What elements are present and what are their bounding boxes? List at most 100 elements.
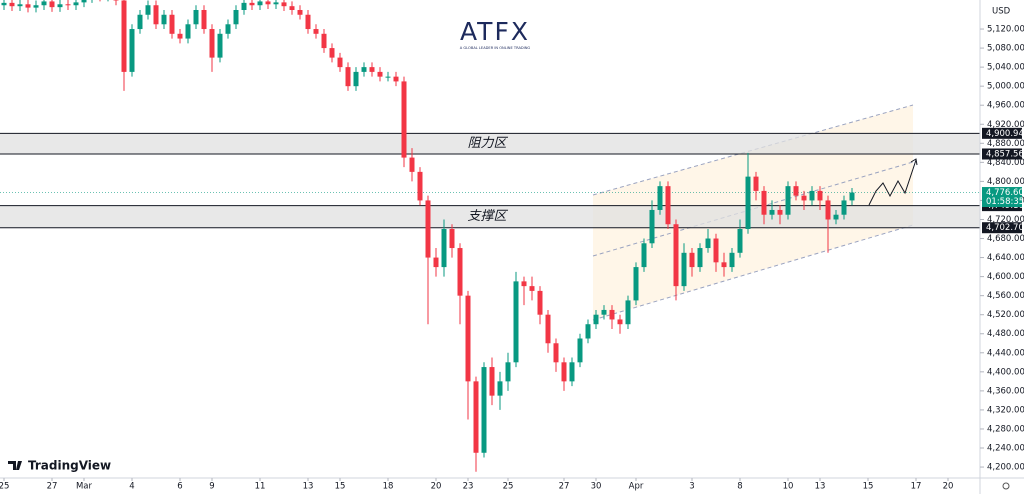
y-tick-label: 4,280.00 xyxy=(987,424,1024,434)
candle-body xyxy=(225,24,231,34)
y-tick-label: 4,600.00 xyxy=(987,272,1024,282)
candle-body xyxy=(9,2,15,7)
candle-body xyxy=(593,314,599,325)
candle-body xyxy=(41,1,47,6)
candle-body xyxy=(569,362,575,382)
zone-top-box xyxy=(982,127,1022,139)
candle-body xyxy=(337,57,343,68)
candle-body xyxy=(417,171,423,201)
candle-body xyxy=(585,324,591,339)
candle-body xyxy=(473,381,479,453)
zone xyxy=(0,205,980,228)
candle-body xyxy=(601,309,607,315)
candle-body xyxy=(169,14,175,34)
candle-body xyxy=(289,6,295,10)
candle-body xyxy=(841,200,847,215)
y-tick-label: 4,640.00 xyxy=(987,253,1024,263)
candle-body xyxy=(201,9,207,30)
last-price-label: 4,776.60 xyxy=(986,188,1024,198)
candle-body xyxy=(129,29,135,72)
candle-body xyxy=(705,238,711,249)
candle-body xyxy=(49,1,55,8)
candle-body xyxy=(329,48,335,58)
candle-body xyxy=(177,33,183,39)
candle-body xyxy=(433,257,439,268)
candle-body xyxy=(273,2,279,5)
x-tick-label: 20 xyxy=(943,482,954,492)
candle-body xyxy=(505,362,511,382)
candle-body xyxy=(849,192,855,201)
candle-body xyxy=(153,5,159,25)
candle-body xyxy=(561,362,567,382)
x-tick-label: 13 xyxy=(303,482,314,492)
logo: ATFX xyxy=(460,17,530,46)
zone-label: 支撑区 xyxy=(467,209,508,224)
candle-body xyxy=(209,29,215,58)
zone-bottom-label: 4,702.70 xyxy=(986,223,1024,233)
candle-body xyxy=(785,186,791,215)
candle-body xyxy=(145,5,151,15)
candle-body xyxy=(577,338,583,363)
candle-body xyxy=(801,195,807,201)
candle-body xyxy=(449,229,455,249)
y-tick-label: 4,480.00 xyxy=(987,329,1024,339)
candle-body xyxy=(777,209,783,215)
y-tick-label: 4,560.00 xyxy=(987,291,1024,301)
candle-body xyxy=(401,81,407,158)
candle-body xyxy=(497,381,503,396)
zone-bottom-box xyxy=(982,222,1022,234)
candle-body xyxy=(689,252,695,268)
candle-body xyxy=(641,243,647,268)
candle-body xyxy=(481,367,487,453)
candle-body xyxy=(489,367,495,396)
candle-body xyxy=(361,67,367,72)
settings-icon[interactable] xyxy=(1002,482,1010,490)
candle-body xyxy=(241,2,247,10)
zone-label: 阻力区 xyxy=(467,136,508,151)
candle-body xyxy=(729,252,735,268)
arrow-head xyxy=(910,158,918,166)
y-tick-label: 4,960.00 xyxy=(987,101,1024,111)
x-tick-label: 30 xyxy=(591,482,602,492)
y-tick-label: 5,040.00 xyxy=(987,63,1024,73)
x-tick-label: 23 xyxy=(463,482,474,492)
zone-bottom-box xyxy=(982,148,1022,160)
y-tick-label: 5,000.00 xyxy=(987,82,1024,92)
candle-body xyxy=(81,0,87,3)
candle-body xyxy=(721,262,727,268)
candle-body xyxy=(185,24,191,39)
candle-body xyxy=(425,200,431,258)
candle-body xyxy=(385,76,391,78)
candle-body xyxy=(25,4,31,8)
x-tick-label: 25 xyxy=(503,482,514,492)
candle-body xyxy=(217,33,223,58)
candle-body xyxy=(809,190,815,201)
candle-body xyxy=(249,2,255,6)
x-tick-label: 13 xyxy=(815,482,826,492)
candle-body xyxy=(33,5,39,8)
x-tick-label: 3 xyxy=(689,482,694,492)
candle-body xyxy=(353,71,359,87)
candle-body xyxy=(345,67,351,87)
x-tick-label: 25 xyxy=(0,482,9,492)
candle-body xyxy=(833,214,839,220)
candle-body xyxy=(369,67,375,72)
candle-body xyxy=(321,33,327,49)
x-tick-label: 11 xyxy=(255,482,266,492)
candle-body xyxy=(393,76,399,82)
x-tick-label: 18 xyxy=(383,482,394,492)
candle-body xyxy=(1,2,7,6)
candle-body xyxy=(681,252,687,287)
candle-body xyxy=(65,4,71,6)
candle-body xyxy=(465,295,471,382)
y-tick-label: 4,800.00 xyxy=(987,177,1024,187)
candle-body xyxy=(17,4,23,7)
candle-body xyxy=(673,224,679,287)
zone xyxy=(0,133,980,154)
y-tick-label: 4,720.00 xyxy=(987,215,1024,225)
zone-top-label: 4,900.94 xyxy=(986,129,1024,139)
y-tick-label: 5,080.00 xyxy=(987,44,1024,54)
x-tick-label: 9 xyxy=(209,482,214,492)
x-tick-label: Apr xyxy=(629,482,644,492)
candle-body xyxy=(513,281,519,363)
